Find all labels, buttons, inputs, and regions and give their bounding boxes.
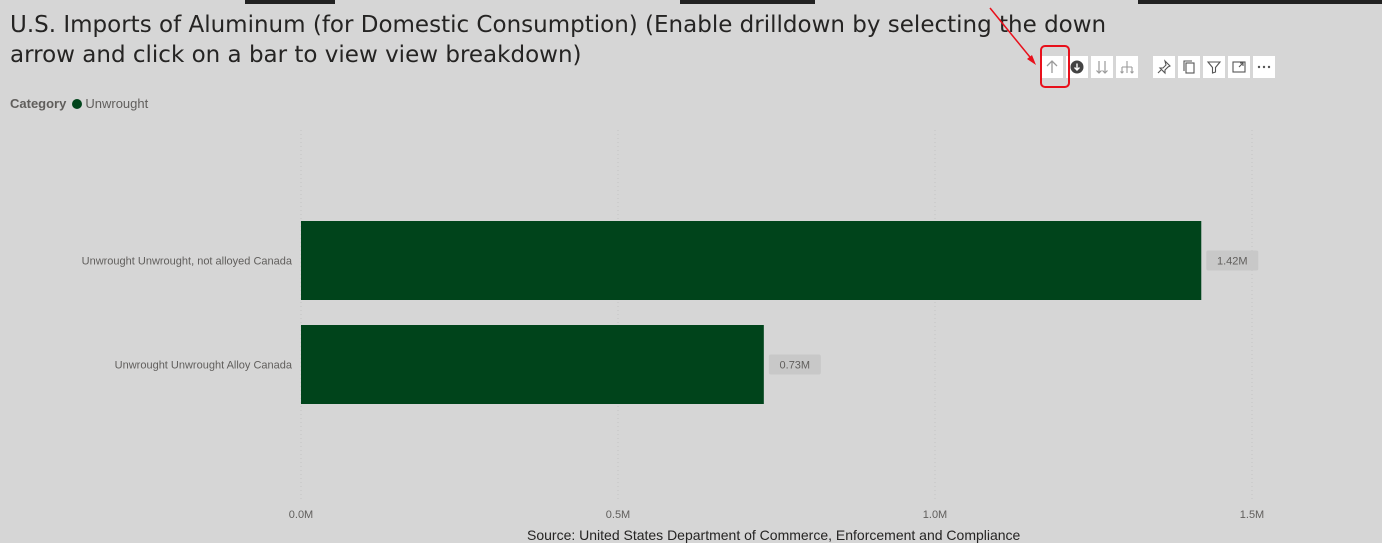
filter-button[interactable] <box>1203 56 1225 78</box>
focus-mode-icon <box>1232 61 1246 73</box>
drill-up-icon <box>1046 60 1058 73</box>
y-category-label: Unwrought Unwrought, not alloyed Canada <box>82 256 293 268</box>
x-tick-label: 1.5M <box>1240 509 1264 521</box>
expand-all-down-button[interactable] <box>1116 56 1138 78</box>
visual-header-toolbar <box>1041 53 1278 81</box>
pin-icon <box>1157 59 1171 75</box>
bar[interactable] <box>301 221 1202 300</box>
bar[interactable] <box>301 325 764 404</box>
legend-title: Category <box>10 96 67 111</box>
source-note: Source: United States Department of Comm… <box>527 527 1021 543</box>
x-tick-label: 0.0M <box>289 509 313 521</box>
expand-next-level-button[interactable] <box>1091 56 1113 78</box>
data-label-background <box>768 354 821 375</box>
drill-up-highlight-box <box>1040 45 1070 88</box>
copy-visual-button[interactable] <box>1178 56 1200 78</box>
data-label: 1.42M <box>1217 256 1248 268</box>
chart-title: U.S. Imports of Aluminum (for Domestic C… <box>10 12 1107 68</box>
x-tick-label: 0.5M <box>606 509 630 521</box>
drilldown-toggle-icon <box>1070 60 1084 74</box>
data-label-background <box>1206 250 1259 271</box>
more-options-icon <box>1257 65 1271 69</box>
drilldown-toggle-button[interactable] <box>1066 56 1088 78</box>
copy-visual-icon <box>1183 60 1195 74</box>
pin-visual-button[interactable] <box>1153 56 1175 78</box>
drill-up-button[interactable] <box>1041 56 1063 78</box>
expand-next-level-icon <box>1096 61 1108 74</box>
legend: Category Unwrought <box>10 96 148 111</box>
data-label: 0.73M <box>780 360 811 372</box>
y-category-label: Unwrought Unwrought Alloy Canada <box>115 360 293 372</box>
legend-item-label[interactable]: Unwrought <box>85 96 149 111</box>
top-strip <box>0 0 1382 6</box>
x-tick-label: 1.0M <box>923 509 947 521</box>
focus-mode-button[interactable] <box>1228 56 1250 78</box>
more-options-button[interactable] <box>1253 56 1275 78</box>
legend-marker <box>72 98 83 109</box>
filter-icon <box>1206 61 1222 74</box>
expand-all-down-icon <box>1120 61 1134 74</box>
